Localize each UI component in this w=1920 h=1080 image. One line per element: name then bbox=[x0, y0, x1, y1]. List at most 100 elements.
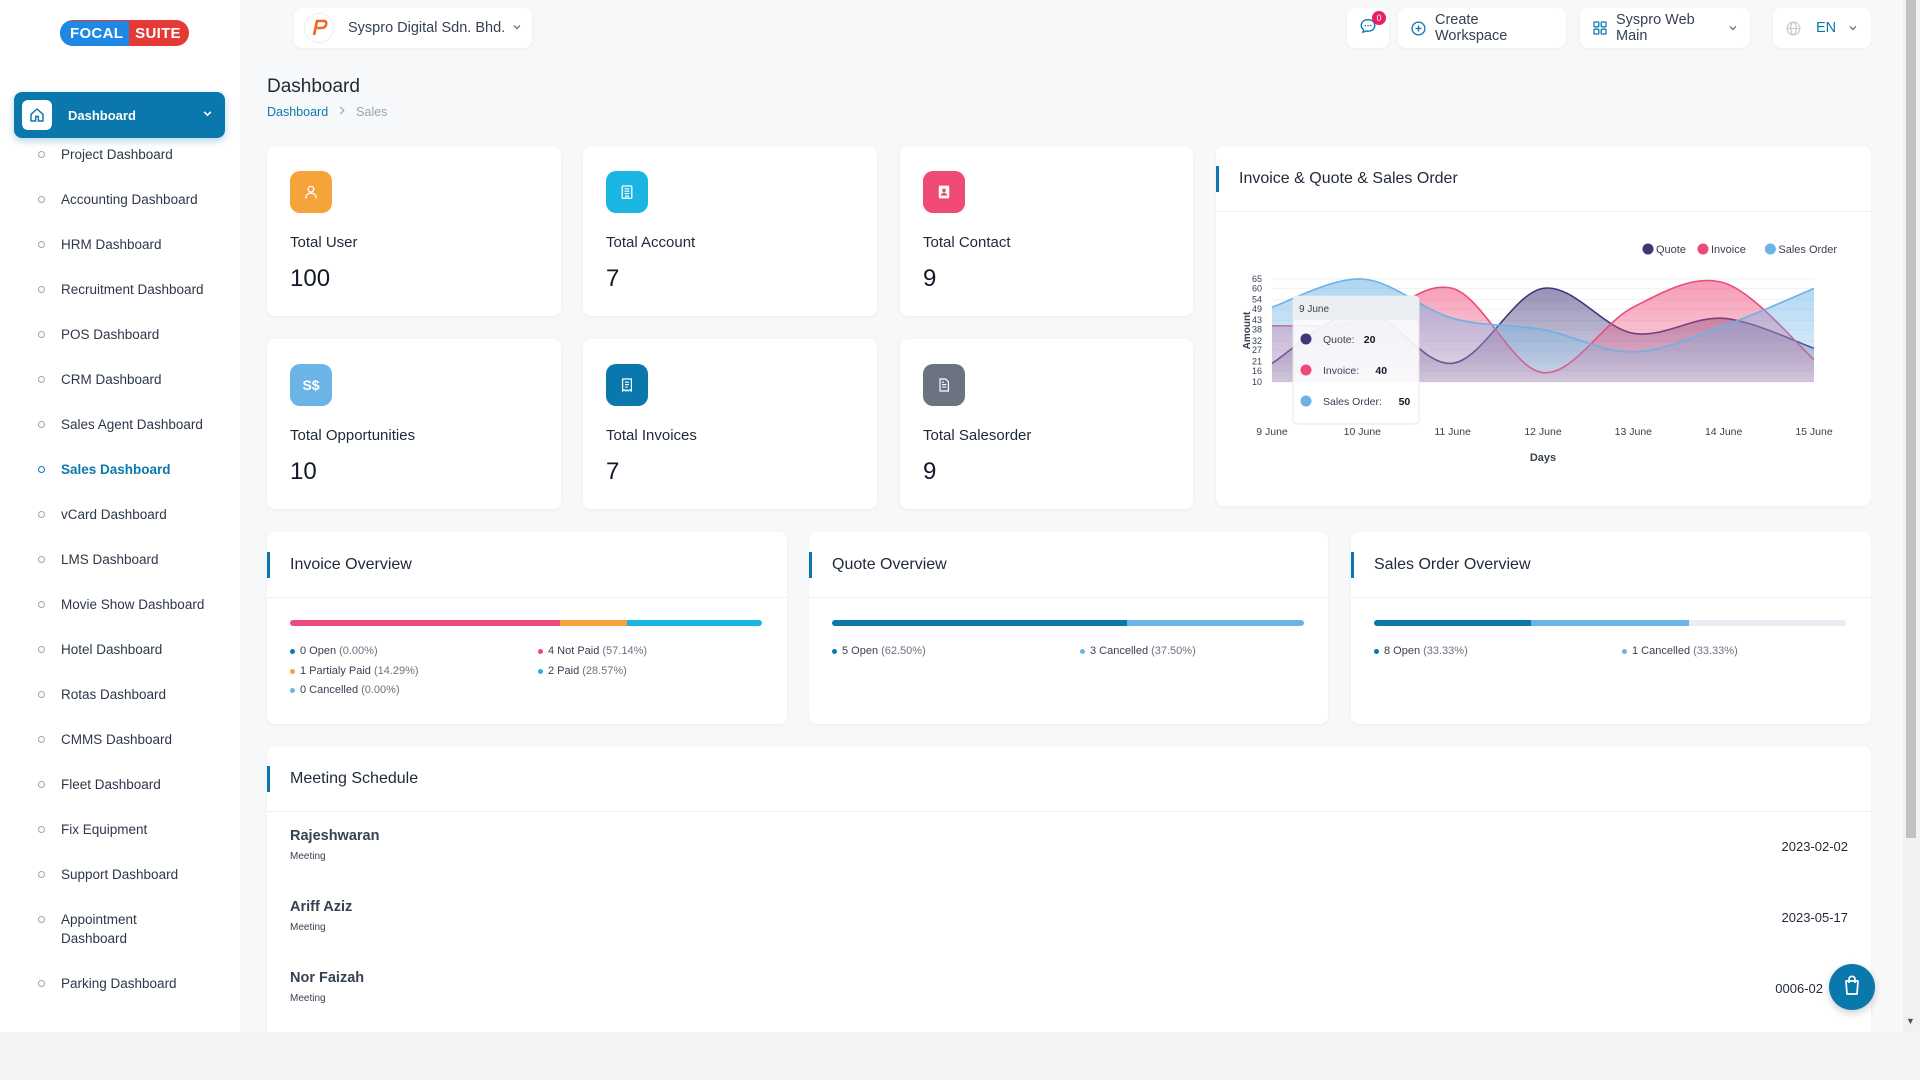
sidebar-item-fix-equipment[interactable]: Fix Equipment bbox=[0, 820, 240, 865]
plus-circle-icon bbox=[1410, 20, 1427, 37]
stat-card-total-contact: Total Contact 9 bbox=[900, 146, 1193, 316]
currency-icon: S$ bbox=[290, 364, 332, 406]
legend-percent: (28.57%) bbox=[582, 665, 627, 677]
card-title: Sales Order Overview bbox=[1374, 556, 1531, 573]
bullet-icon bbox=[38, 871, 45, 878]
legend-item: 3 Cancelled (37.50%) bbox=[1080, 645, 1196, 657]
invoice-overview-card: Invoice Overview 0 Open (0.00%) 4 Not Pai… bbox=[267, 532, 787, 724]
meeting-row[interactable]: Rajeshwaran Meeting 2023-02-02 bbox=[290, 828, 1848, 888]
legend-item: 1 Partialy Paid (14.29%) bbox=[290, 665, 419, 677]
sidebar-item-project-dashboard[interactable]: Project Dashboard bbox=[0, 145, 240, 190]
sidebar-item-label: Recruitment Dashboard bbox=[61, 282, 204, 297]
sidebar-item-recruitment-dashboard[interactable]: Recruitment Dashboard bbox=[0, 280, 240, 325]
brand-logo-part2: SUITE bbox=[135, 24, 181, 42]
tooltip-value: 20 bbox=[1364, 334, 1376, 346]
sidebar-item-label: CMMS Dashboard bbox=[61, 732, 173, 747]
card-title: Meeting Schedule bbox=[290, 770, 419, 787]
sidebar-item-label: Movie Show Dashboard bbox=[61, 597, 205, 612]
sidebar-item-parking-dashboard[interactable]: Parking Dashboard bbox=[0, 974, 240, 1019]
messages-button[interactable]: 0 bbox=[1347, 8, 1389, 48]
sidebar-item-appointment-dashboard[interactable]: Appointment Dashboard bbox=[0, 910, 240, 974]
sidebar-item-hrm-dashboard[interactable]: HRM Dashboard bbox=[0, 235, 240, 280]
globe-icon bbox=[1785, 20, 1802, 37]
sidebar-item-label: CRM Dashboard bbox=[61, 372, 162, 387]
legend-percent: (14.29%) bbox=[373, 665, 419, 677]
sidebar-item-sales-dashboard[interactable]: Sales Dashboard bbox=[0, 460, 240, 505]
y-tick-label: 54 bbox=[1252, 295, 1262, 305]
x-tick-label: 13 June bbox=[1615, 426, 1653, 438]
scroll-down-arrow-icon[interactable]: ▼ bbox=[1906, 1016, 1915, 1026]
sidebar-item-cmms-dashboard[interactable]: CMMS Dashboard bbox=[0, 730, 240, 775]
sidebar-item-label: Support Dashboard bbox=[61, 867, 179, 882]
meeting-type: Meeting bbox=[290, 993, 326, 1004]
tooltip-title: 9 June bbox=[1299, 304, 1329, 315]
legend-dot bbox=[1374, 648, 1379, 654]
language-selector[interactable]: EN bbox=[1773, 8, 1871, 48]
company-selector[interactable]: Syspro Digital Sdn. Bhd. bbox=[294, 8, 532, 48]
tooltip-label: Sales Order: bbox=[1323, 396, 1382, 408]
breadcrumb-link-dashboard[interactable]: Dashboard bbox=[267, 105, 329, 119]
card-title: Invoice Overview bbox=[290, 556, 412, 573]
bullet-icon bbox=[38, 241, 45, 248]
invoice-icon bbox=[606, 364, 648, 406]
legend-dot bbox=[290, 668, 295, 674]
y-tick-label: 32 bbox=[1252, 336, 1262, 346]
stat-label: Total Account bbox=[606, 234, 696, 251]
accent-bar bbox=[267, 766, 270, 792]
sidebar-item-pos-dashboard[interactable]: POS Dashboard bbox=[0, 325, 240, 370]
y-tick-label: 65 bbox=[1252, 274, 1262, 284]
legend-label: 8 Open bbox=[1384, 645, 1421, 657]
cart-button[interactable] bbox=[1829, 964, 1875, 1010]
notification-badge: 0 bbox=[1372, 11, 1386, 25]
bullet-icon bbox=[38, 736, 45, 743]
document-icon bbox=[923, 364, 965, 406]
sidebar-item-support-dashboard[interactable]: Support Dashboard bbox=[0, 865, 240, 910]
sidebar-item-lms-dashboard[interactable]: LMS Dashboard bbox=[0, 550, 240, 595]
sidebar-item-vcard-dashboard[interactable]: vCard Dashboard bbox=[0, 505, 240, 550]
accent-bar bbox=[1216, 166, 1219, 192]
sidebar-item-dashboard[interactable]: Dashboard bbox=[14, 92, 225, 138]
chart-card: Invoice & Quote & Sales Order 10 16 21 27 32… bbox=[1216, 146, 1871, 506]
bullet-icon bbox=[38, 421, 45, 428]
meeting-name: Ariff Aziz bbox=[290, 899, 353, 915]
y-tick-label: 38 bbox=[1252, 325, 1262, 335]
sidebar-item-hotel-dashboard[interactable]: Hotel Dashboard bbox=[0, 640, 240, 685]
sidebar-nav-list: Project Dashboard Accounting Dashboard H… bbox=[0, 145, 240, 1019]
scrollbar-thumb[interactable] bbox=[1906, 0, 1916, 838]
brand-logo[interactable]: FOCAL SUITE bbox=[60, 20, 189, 46]
meeting-type: Meeting bbox=[290, 851, 326, 862]
sidebar-item-label: Hotel Dashboard bbox=[61, 642, 163, 657]
building-icon bbox=[606, 171, 648, 213]
user-icon bbox=[290, 171, 332, 213]
sidebar-item-accounting-dashboard[interactable]: Accounting Dashboard bbox=[0, 190, 240, 235]
bullet-icon bbox=[38, 376, 45, 383]
progress-segment-0 bbox=[1374, 620, 1532, 626]
sidebar-item-sales-agent-dashboard[interactable]: Sales Agent Dashboard bbox=[0, 415, 240, 460]
sidebar-item-crm-dashboard[interactable]: CRM Dashboard bbox=[0, 370, 240, 415]
sidebar-item-label: LMS Dashboard bbox=[61, 552, 159, 567]
legend-dot bbox=[290, 687, 295, 693]
bullet-icon bbox=[38, 196, 45, 203]
sidebar-item-movie-show-dashboard[interactable]: Movie Show Dashboard bbox=[0, 595, 240, 640]
chevron-down-icon bbox=[1728, 23, 1738, 33]
brand-logo-part1: FOCAL bbox=[60, 20, 130, 46]
meeting-row[interactable]: Nor Faizah Meeting 0006-02 bbox=[290, 970, 1848, 1030]
tooltip-header bbox=[1293, 296, 1419, 320]
x-tick-label: 14 June bbox=[1705, 426, 1743, 438]
sidebar-item-label: Fix Equipment bbox=[61, 822, 148, 837]
bullet-icon bbox=[38, 466, 45, 473]
meeting-date: 0006-02 bbox=[1775, 981, 1823, 996]
create-workspace-button[interactable]: Create Workspace bbox=[1398, 8, 1566, 48]
chevron-down-icon bbox=[512, 19, 522, 37]
breadcrumb-current: Sales bbox=[356, 105, 388, 119]
sidebar-item-fleet-dashboard[interactable]: Fleet Dashboard bbox=[0, 775, 240, 820]
sidebar-item-rotas-dashboard[interactable]: Rotas Dashboard bbox=[0, 685, 240, 730]
card-header: Meeting Schedule bbox=[267, 746, 1871, 812]
series-line-sales-order bbox=[1271, 278, 1815, 353]
y-tick-label: 60 bbox=[1252, 283, 1262, 293]
legend-label: 2 Paid bbox=[548, 665, 580, 677]
meeting-row[interactable]: Ariff Aziz Meeting 2023-05-17 bbox=[290, 899, 1848, 959]
stat-value: 7 bbox=[606, 458, 620, 485]
workspace-selector[interactable]: Syspro Web Main bbox=[1580, 8, 1750, 48]
